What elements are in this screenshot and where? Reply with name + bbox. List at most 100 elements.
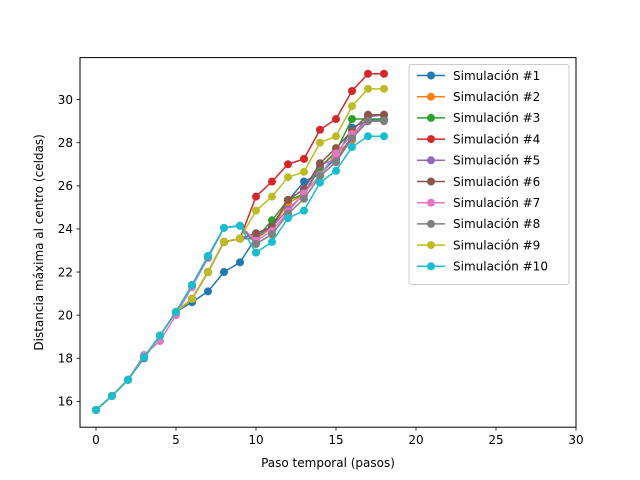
data-point: [140, 353, 148, 362]
data-point: [332, 132, 340, 141]
data-point: [172, 307, 180, 316]
data-point: [236, 258, 244, 267]
data-point: [364, 132, 372, 141]
data-point: [204, 268, 212, 277]
data-point: [268, 237, 276, 246]
x-tick-label: 10: [248, 433, 263, 447]
data-point: [348, 115, 356, 124]
legend-label: Simulación #3: [453, 111, 540, 125]
legend-marker: [427, 113, 435, 122]
data-point: [236, 221, 244, 230]
x-tick-label: 25: [488, 433, 503, 447]
series-10: [92, 132, 388, 414]
y-tick-label: 16: [58, 395, 73, 409]
legend-marker: [427, 219, 435, 228]
legend: Simulación #1 Simulación #2 Simulación #3 S…: [408, 64, 570, 285]
x-tick-label: 20: [408, 433, 423, 447]
data-point: [92, 405, 100, 414]
data-point: [316, 138, 324, 147]
data-point: [220, 223, 228, 232]
data-point: [380, 69, 388, 78]
legend-label: Simulación #1: [453, 69, 540, 83]
data-point: [220, 268, 228, 277]
plot-frame: [79, 57, 577, 428]
legend-label: Simulación #8: [453, 217, 540, 231]
data-point: [284, 160, 292, 169]
data-point: [300, 206, 308, 215]
data-point: [300, 154, 308, 163]
data-point: [236, 234, 244, 243]
legend-label: Simulación #10: [453, 260, 548, 274]
x-tick-label: 30: [568, 433, 583, 447]
data-point: [348, 87, 356, 96]
legend-label: Simulación #9: [453, 238, 540, 252]
data-point: [316, 172, 324, 181]
data-point: [332, 149, 340, 158]
data-point: [316, 159, 324, 168]
data-point: [284, 195, 292, 204]
legend-label: Simulación #4: [453, 132, 540, 146]
data-point: [284, 214, 292, 223]
y-tick-label: 18: [58, 352, 73, 366]
legend-label: Simulación #2: [453, 90, 540, 104]
data-point: [300, 177, 308, 186]
legend-label: Simulación #5: [453, 154, 540, 168]
data-point: [268, 192, 276, 201]
legend-item: Simulación #10: [417, 260, 548, 274]
data-point: [300, 194, 308, 203]
legend-item: Simulación #1: [417, 69, 540, 83]
data-point: [252, 248, 260, 257]
data-point: [252, 229, 260, 238]
x-tick-label: 5: [172, 433, 180, 447]
data-point: [268, 177, 276, 186]
data-point: [364, 69, 372, 78]
legend-marker: [427, 177, 435, 186]
data-point: [268, 230, 276, 239]
data-point: [364, 110, 372, 119]
y-tick-label: 26: [58, 179, 73, 193]
data-point: [332, 158, 340, 167]
data-point: [380, 110, 388, 119]
y-axis-label: Distancia máxima al centro (celdas): [32, 134, 46, 350]
data-point: [380, 132, 388, 141]
legend-marker: [427, 156, 435, 165]
data-point: [332, 166, 340, 175]
data-point: [332, 115, 340, 124]
legend-item: Simulación #9: [417, 238, 540, 252]
legend-marker: [427, 262, 435, 271]
x-tick-label: 15: [328, 433, 343, 447]
legend-marker: [427, 241, 435, 250]
legend-marker: [427, 135, 435, 144]
data-point: [316, 125, 324, 134]
data-point: [348, 134, 356, 143]
legend-marker: [427, 71, 435, 80]
x-axis: 0 5 10 15 20 25 30: [92, 427, 584, 447]
data-point: [348, 143, 356, 152]
legend-item: Simulación #8: [417, 217, 540, 231]
y-tick-label: 30: [58, 93, 73, 107]
x-tick-label: 0: [92, 433, 100, 447]
legend-marker: [427, 92, 435, 101]
data-point: [300, 167, 308, 176]
data-point: [108, 391, 116, 400]
data-point: [188, 280, 196, 289]
legend-item: Simulación #5: [417, 154, 540, 168]
data-point: [348, 102, 356, 111]
legend-marker: [427, 198, 435, 207]
legend-item: Simulación #7: [417, 196, 540, 210]
y-axis: 16 18 20 22 24 26 28 30: [58, 93, 80, 409]
legend-label: Simulación #7: [453, 196, 540, 210]
data-point: [252, 240, 260, 249]
data-point: [188, 294, 196, 303]
y-tick-label: 24: [58, 222, 73, 236]
legend-label: Simulación #6: [453, 175, 540, 189]
legend-item: Simulación #6: [417, 175, 540, 189]
data-point: [220, 237, 228, 246]
legend-item: Simulación #4: [417, 132, 540, 146]
legend-item: Simulación #3: [417, 111, 540, 125]
y-tick-label: 28: [58, 136, 73, 150]
data-point: [156, 331, 164, 340]
x-axis-label: Paso temporal (pasos): [261, 456, 395, 470]
legend-box: [408, 64, 570, 285]
